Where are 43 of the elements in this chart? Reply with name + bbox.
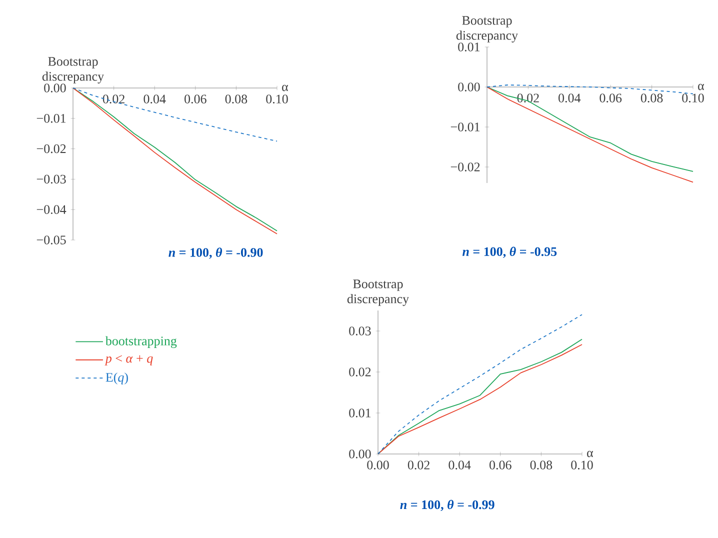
y-tick-label: 0.02: [349, 368, 371, 376]
y-tick-label: −0.02: [36, 144, 66, 154]
text: n = 100, θ = -0.99: [400, 500, 494, 511]
y-axis-title: Bootstrap discrepancy: [456, 16, 518, 42]
y-tick-label: 0.00: [349, 450, 371, 458]
x-tick-label: 0.02: [517, 94, 539, 102]
x-axis-title: α: [698, 84, 704, 90]
x-tick-label: 0.06: [600, 94, 622, 102]
y-tick-label: 0.01: [349, 408, 371, 418]
legend-label: p < α + q: [104, 355, 153, 366]
text: n = 100, θ = -0.95: [462, 246, 557, 258]
x-tick-label: 0.06: [490, 460, 512, 470]
x-tick-label: 0.06: [184, 94, 206, 104]
y-tick-label: −0.01: [36, 114, 66, 123]
y-axis-title: Bootstrap discrepancy: [347, 280, 409, 306]
y-tick-label: 0.00: [458, 82, 480, 92]
x-tick-label: 0.00: [367, 460, 389, 470]
x-tick-label: 0.04: [144, 94, 166, 104]
legend-label: E(q): [106, 372, 128, 384]
text: n = 100, θ = -0.90: [168, 248, 263, 259]
y-tick-label: 0.01: [458, 42, 480, 52]
x-tick-label: 0.04: [558, 94, 581, 102]
x-tick-label: 0.02: [102, 94, 124, 104]
line-series: [378, 314, 582, 454]
y-tick-label: −0.01: [450, 122, 480, 132]
y-tick-label: 0.00: [44, 84, 66, 92]
y-tick-label: −0.02: [450, 162, 480, 172]
y-tick-label: −0.05: [36, 236, 66, 244]
y-axis-title: Bootstrap discrepancy: [42, 57, 104, 84]
x-axis-title: α: [587, 450, 594, 458]
legend-label: bootstrapping: [105, 336, 177, 348]
x-tick-label: 0.10: [682, 94, 704, 102]
x-tick-label: 0.08: [640, 94, 663, 102]
x-tick-label: 0.10: [266, 94, 288, 104]
x-axis-title: α: [282, 84, 288, 92]
x-tick-label: 0.08: [530, 460, 552, 470]
y-tick-label: 0.03: [349, 326, 371, 336]
x-tick-label: 0.10: [571, 460, 593, 470]
x-tick-label: 0.08: [225, 94, 248, 104]
x-tick-label: 0.04: [448, 460, 471, 470]
y-tick-label: −0.03: [36, 174, 66, 184]
y-tick-label: −0.04: [36, 205, 66, 214]
x-tick-label: 0.02: [408, 460, 430, 470]
